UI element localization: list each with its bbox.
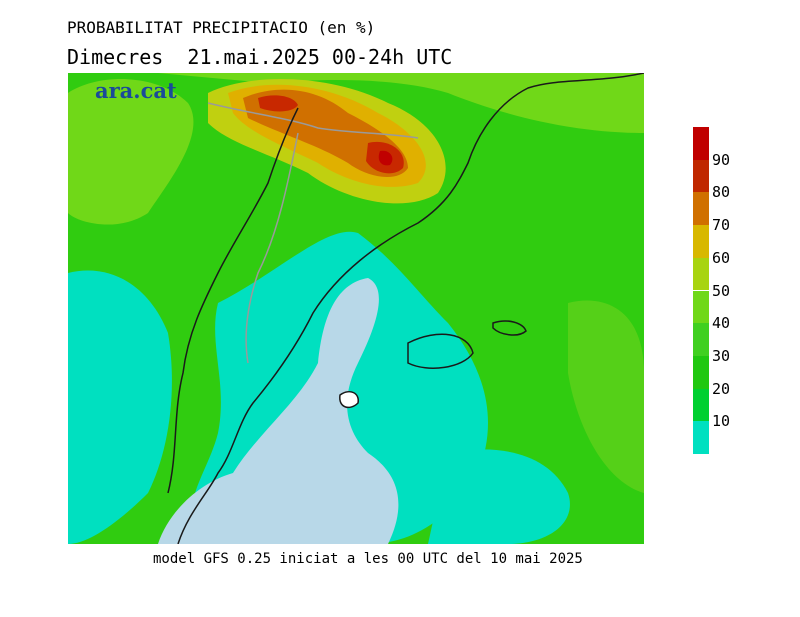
- legend-colorbar: [693, 127, 709, 454]
- coastline: [177, 73, 644, 544]
- border-west: [167, 107, 299, 494]
- island-ibiza: [339, 391, 359, 409]
- legend-label: 90: [712, 150, 731, 169]
- legend-label: 80: [712, 183, 731, 202]
- legend-swatch: [693, 159, 709, 193]
- island-mallorca: [407, 333, 474, 369]
- legend-label: 30: [712, 346, 731, 365]
- model-footer: model GFS 0.25 iniciat a les 00 UTC del …: [153, 551, 583, 567]
- legend-swatch: [693, 355, 709, 389]
- precipitation-map: [68, 73, 644, 544]
- land-border: [207, 102, 419, 364]
- zone-90-north: [258, 95, 298, 112]
- legend-label: 40: [712, 314, 731, 333]
- legend-swatch: [693, 192, 709, 226]
- legend-label: 70: [712, 216, 731, 235]
- legend-label: 10: [712, 412, 731, 431]
- legend-label: 50: [712, 281, 731, 300]
- legend-swatch: [693, 323, 709, 356]
- chart-title: PROBABILITAT PRECIPITACIO (en %): [67, 18, 376, 37]
- zone-low-sea: [158, 278, 399, 544]
- ara-cat-logo: ara.cat: [95, 78, 177, 103]
- island-menorca: [492, 320, 527, 336]
- zone-10-south: [428, 449, 570, 544]
- zone-50-north: [158, 73, 644, 133]
- zone-95: [378, 150, 393, 166]
- legend-swatch: [693, 257, 709, 291]
- zone-10-west: [68, 270, 172, 544]
- legend-swatch: [693, 421, 709, 454]
- legend-label: 20: [712, 379, 731, 398]
- legend-swatch: [693, 388, 709, 422]
- legend-label: 60: [712, 248, 731, 267]
- zone-50-west: [68, 79, 194, 225]
- legend-swatch: [693, 225, 709, 258]
- legend-swatch: [693, 127, 709, 160]
- forecast-date: Dimecres 21.mai.2025 00-24h UTC: [67, 45, 453, 69]
- legend-swatch: [693, 290, 709, 324]
- zone-50-east: [568, 300, 644, 493]
